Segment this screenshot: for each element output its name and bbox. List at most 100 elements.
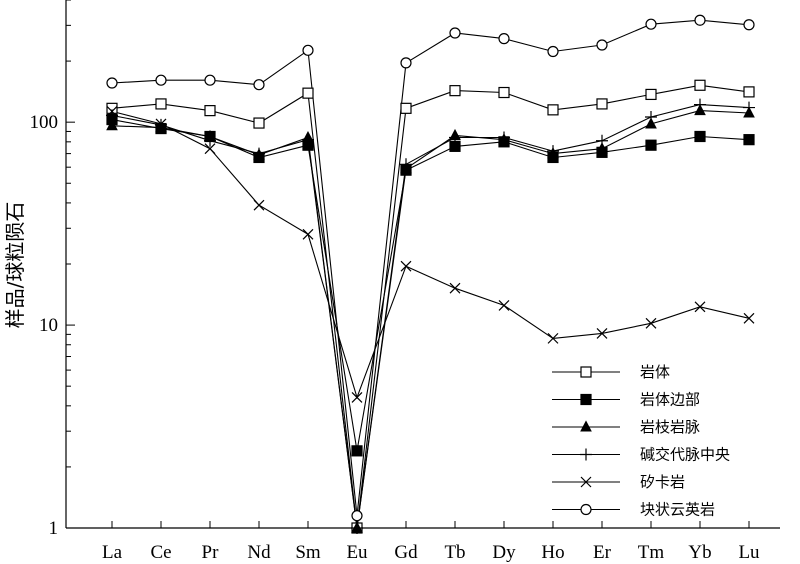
data-point-square-open: [253, 117, 265, 129]
data-point-circle-open: [498, 33, 510, 45]
x-tick-label: Er: [593, 542, 612, 563]
data-point-square-open: [580, 366, 592, 378]
data-point-square-filled: [645, 139, 657, 151]
x-tick-label: Yb: [688, 542, 711, 563]
data-point-x: [449, 282, 461, 294]
data-point-plus: [694, 98, 706, 111]
data-point-square-filled: [351, 445, 363, 457]
series-line: [111, 110, 750, 400]
data-point-square-filled: [743, 134, 755, 146]
data-point-x: [498, 299, 510, 311]
data-point-plus: [155, 118, 167, 131]
data-point-square-open: [596, 98, 608, 110]
data-point-circle-open: [302, 44, 314, 56]
y-axis-label: 样品/球粒陨石: [3, 202, 27, 329]
data-point-x: [645, 317, 657, 329]
data-point-x: [400, 260, 412, 272]
data-point-square-open: [498, 86, 510, 99]
series-line: [111, 84, 750, 529]
series-lines: [111, 19, 750, 529]
series-markers: [106, 14, 755, 534]
data-point-x: [253, 199, 265, 211]
data-point-circle-open: [155, 74, 167, 86]
data-point-plus: [498, 131, 510, 144]
data-point-square-open: [645, 88, 657, 101]
x-tick-label: Eu: [346, 542, 368, 563]
legend-label: 岩体: [640, 363, 670, 381]
data-point-square-filled: [694, 130, 706, 143]
x-tick-label: Pr: [202, 542, 220, 563]
data-point-square-open: [743, 86, 755, 98]
data-point-triangle-filled: [580, 420, 592, 432]
data-point-x: [580, 476, 592, 488]
data-point-circle-open: [351, 510, 363, 522]
y-tick-label: 1: [49, 518, 59, 539]
x-tick-label: Gd: [394, 542, 418, 563]
x-tick-label: Nd: [247, 542, 271, 563]
legend-label: 岩体边部: [640, 391, 700, 409]
y-ticks: 1 10 100: [30, 0, 75, 539]
data-point-plus: [302, 133, 314, 146]
data-point-triangle-filled: [106, 119, 118, 131]
data-point-circle-open: [694, 14, 706, 26]
x-tick-label: Ce: [150, 542, 171, 563]
data-point-x: [351, 392, 363, 403]
data-point-circle-open: [580, 503, 592, 516]
data-point-x: [743, 312, 755, 324]
data-point-square-open: [694, 79, 706, 91]
data-point-square-filled: [580, 393, 592, 406]
data-point-circle-open: [645, 18, 657, 30]
x-ticks: La Ce Pr Nd Sm Eu Gd Tb Dy Ho Er Tm Yb Lu: [102, 521, 760, 563]
data-point-x: [596, 327, 608, 339]
legend-label: 块状云英岩: [640, 501, 715, 519]
legend-label: 矽卡岩: [640, 473, 685, 491]
legend-label: 岩枝岩脉: [640, 418, 700, 436]
data-point-triangle-filled: [596, 142, 608, 154]
data-point-square-open: [204, 105, 216, 117]
data-point-plus: [204, 134, 216, 147]
data-point-x: [302, 228, 314, 240]
y-tick-label: 100: [30, 112, 59, 133]
data-point-plus: [400, 158, 412, 171]
data-point-square-open: [449, 85, 461, 97]
x-tick-label: La: [102, 542, 123, 563]
data-point-circle-open: [449, 27, 461, 39]
data-point-x: [694, 301, 706, 313]
data-point-triangle-filled: [645, 117, 657, 129]
data-point-plus: [547, 145, 559, 158]
data-point-circle-open: [106, 77, 118, 89]
x-tick-label: Tb: [444, 542, 465, 563]
data-point-circle-open: [204, 74, 216, 86]
x-tick-label: Lu: [738, 542, 760, 563]
data-point-square-open: [302, 87, 314, 99]
data-point-plus: [743, 101, 755, 114]
data-point-plus: [645, 111, 657, 124]
data-point-circle-open: [743, 19, 755, 31]
data-point-x: [155, 118, 167, 130]
y-tick-label: 10: [39, 315, 58, 336]
x-tick-label: Dy: [492, 542, 516, 563]
data-point-x: [547, 332, 559, 344]
data-point-plus: [596, 134, 608, 147]
data-point-square-open: [547, 104, 559, 116]
series-line: [111, 19, 750, 516]
data-point-plus: [351, 522, 363, 534]
x-tick-label: Tm: [638, 542, 665, 563]
x-tick-label: Ho: [541, 542, 564, 563]
data-point-circle-open: [400, 57, 412, 69]
data-point-circle-open: [547, 45, 559, 58]
data-point-plus: [449, 131, 461, 144]
legend-label: 碱交代脉中央: [640, 446, 730, 464]
x-tick-label: Sm: [295, 542, 321, 563]
data-point-square-open: [155, 98, 167, 110]
data-point-plus: [580, 448, 592, 461]
data-point-square-open: [400, 102, 412, 114]
series-line: [111, 104, 750, 529]
data-point-plus: [253, 147, 265, 160]
data-point-circle-open: [596, 39, 608, 51]
data-point-x: [106, 105, 118, 117]
series-line: [111, 110, 750, 529]
data-point-circle-open: [253, 79, 265, 91]
